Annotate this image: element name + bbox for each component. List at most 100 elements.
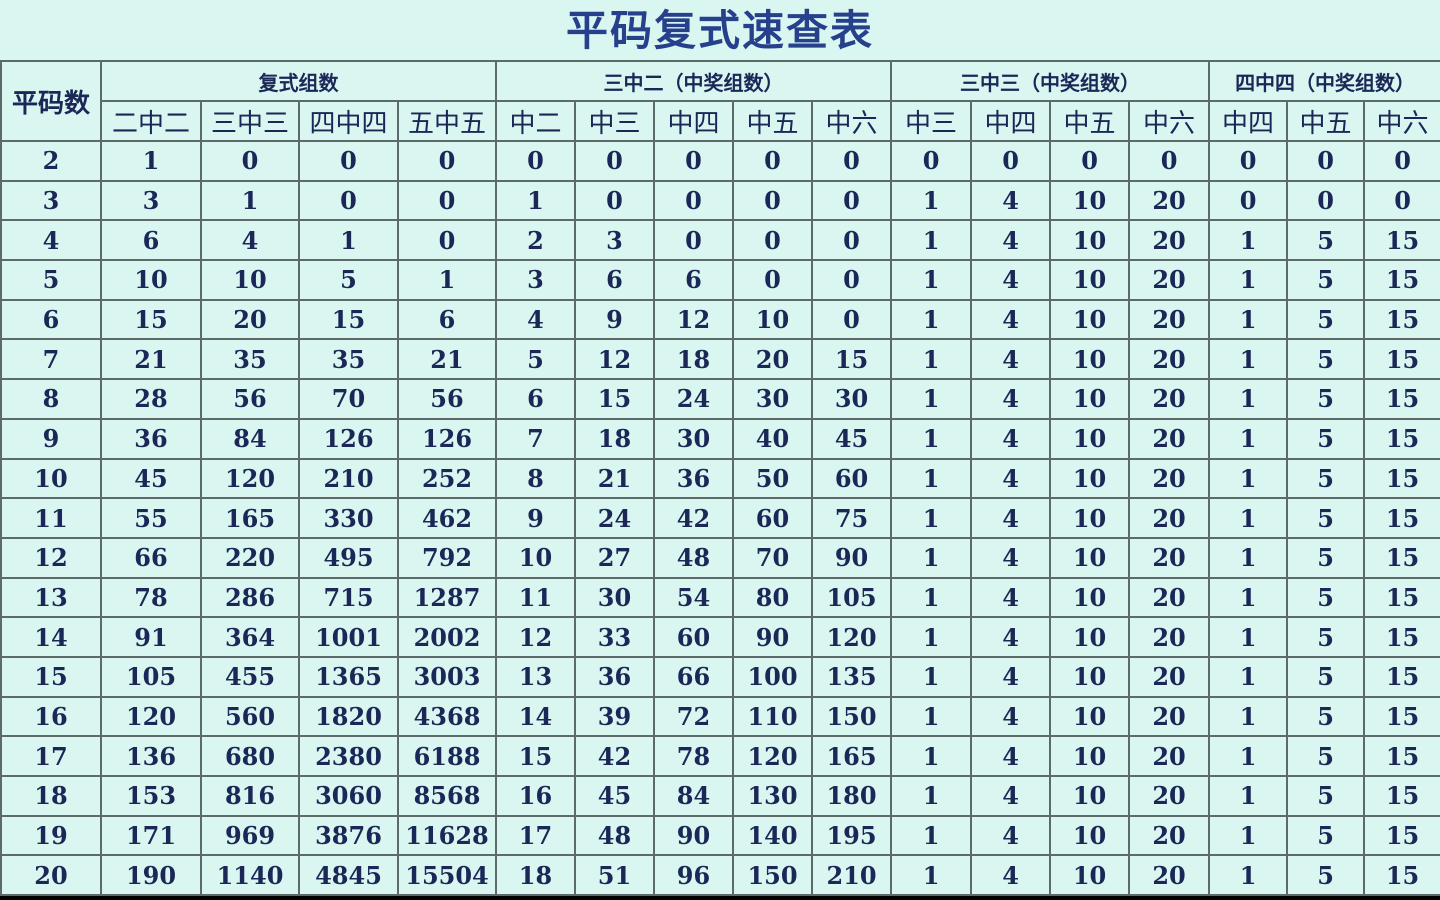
table-cell: 28 [100, 378, 202, 420]
table-cell: 15 [1363, 417, 1440, 460]
table-cell: 1140 [200, 854, 300, 897]
table-cell: 36 [100, 417, 202, 460]
table-cell: 1 [298, 219, 399, 262]
table-cell: 15 [298, 298, 399, 341]
table-row: 17 136 680 2380 6188 15 42 78 120 165 1 4 10 20 1 5 15 [0, 735, 1440, 777]
table-cell: 3 [495, 259, 576, 301]
table-cell: 1 [200, 179, 300, 222]
table-cell: 90 [810, 536, 893, 579]
table-cell: 455 [200, 655, 300, 698]
table-cell: 5 [1286, 814, 1366, 857]
table-cell: 5 [1286, 695, 1366, 738]
table-cell: 1 [890, 576, 973, 619]
row-header-cell: 12 [0, 536, 102, 579]
table-cell: 15 [1363, 576, 1440, 619]
column-header: 中六 [810, 100, 893, 142]
table-cell: 30 [653, 417, 734, 460]
table-cell: 5 [1286, 576, 1366, 619]
table-cell: 0 [810, 179, 893, 222]
table-cell: 1365 [298, 655, 399, 698]
table-cell: 20 [1128, 378, 1211, 420]
table-cell: 220 [200, 536, 300, 579]
table-cell: 0 [1286, 179, 1366, 222]
table-cell: 0 [574, 140, 655, 182]
table-cell: 1 [890, 298, 973, 341]
table-cell: 3003 [397, 655, 497, 698]
table-cell: 0 [1128, 140, 1211, 182]
table-cell: 30 [810, 378, 893, 420]
table-cell: 1 [1208, 576, 1289, 619]
table-cell: 42 [653, 497, 734, 539]
table-cell: 10 [495, 536, 576, 579]
table-cell: 20 [1128, 854, 1211, 897]
table-cell: 90 [732, 616, 813, 658]
header-pingma-count: 平码数 [0, 60, 102, 142]
table-cell: 153 [100, 775, 202, 817]
table-cell: 0 [653, 219, 734, 262]
table-cell: 1 [890, 536, 973, 579]
table-cell: 51 [574, 854, 655, 897]
table-cell: 90 [653, 814, 734, 857]
table-cell: 5 [1286, 457, 1366, 500]
table-cell: 180 [810, 775, 893, 817]
table-cell: 0 [810, 259, 893, 301]
table-cell: 10 [1049, 616, 1131, 658]
row-header-cell: 2 [0, 140, 102, 182]
table-cell: 195 [810, 814, 893, 857]
table-cell: 210 [298, 457, 399, 500]
table-row: 19 171 969 3876 11628 17 48 90 140 195 1 4 10 20 1 5 15 [0, 814, 1440, 857]
table-cell: 10 [732, 298, 813, 341]
table-cell: 60 [810, 457, 893, 500]
table-cell: 5 [1286, 497, 1366, 539]
table-cell: 20 [1128, 576, 1211, 619]
table-cell: 495 [298, 536, 399, 579]
column-header: 中五 [1286, 100, 1366, 142]
column-header: 中三 [574, 100, 655, 142]
table-cell: 56 [200, 378, 300, 420]
table-cell: 91 [100, 616, 202, 658]
table-cell: 20 [1128, 775, 1211, 817]
row-header-cell: 14 [0, 616, 102, 658]
table-cell: 10 [1049, 695, 1131, 738]
table-cell: 1 [890, 179, 973, 222]
row-header-cell: 6 [0, 298, 102, 341]
table-cell: 27 [574, 536, 655, 579]
table-cell: 20 [1128, 814, 1211, 857]
table-cell: 78 [100, 576, 202, 619]
table-cell: 0 [1363, 179, 1440, 222]
table-cell: 1 [1208, 695, 1289, 738]
table-cell: 462 [397, 497, 497, 539]
table-row: 3 3 1 0 0 1 0 0 0 0 1 4 10 20 0 0 0 [0, 179, 1440, 222]
table-cell: 4368 [397, 695, 497, 738]
table-cell: 20 [200, 298, 300, 341]
table-cell: 715 [298, 576, 399, 619]
table-cell: 680 [200, 735, 300, 777]
row-header-cell: 3 [0, 179, 102, 222]
table-cell: 0 [574, 179, 655, 222]
table-cell: 1 [890, 338, 973, 381]
table-cell: 1001 [298, 616, 399, 658]
table-cell: 10 [1049, 417, 1131, 460]
table-cell: 560 [200, 695, 300, 738]
table-cell: 5 [1286, 298, 1366, 341]
table-cell: 105 [100, 655, 202, 698]
row-header-cell: 8 [0, 378, 102, 420]
column-header: 中五 [1049, 100, 1131, 142]
column-header: 中六 [1128, 100, 1211, 142]
table-cell: 135 [810, 655, 893, 698]
table-cell: 20 [1128, 457, 1211, 500]
table-cell: 20 [1128, 259, 1211, 301]
table-cell: 15 [1363, 338, 1440, 381]
table-cell: 5 [1286, 854, 1366, 897]
column-header: 中三 [890, 100, 973, 142]
table-cell: 5 [1286, 775, 1366, 817]
table-cell: 1 [495, 179, 576, 222]
table-row: 11 55 165 330 462 9 24 42 60 75 1 4 10 20 1 5 15 [0, 497, 1440, 539]
table-row: 10 45 120 210 252 8 21 36 50 60 1 4 10 20 1 5 15 [0, 457, 1440, 500]
column-header: 二中二 [100, 100, 202, 142]
table-cell: 0 [732, 259, 813, 301]
table-row: 16 120 560 1820 4368 14 39 72 110 150 1 4 10 20 1 5 15 [0, 695, 1440, 738]
table-cell: 1 [1208, 417, 1289, 460]
table-cell: 110 [732, 695, 813, 738]
